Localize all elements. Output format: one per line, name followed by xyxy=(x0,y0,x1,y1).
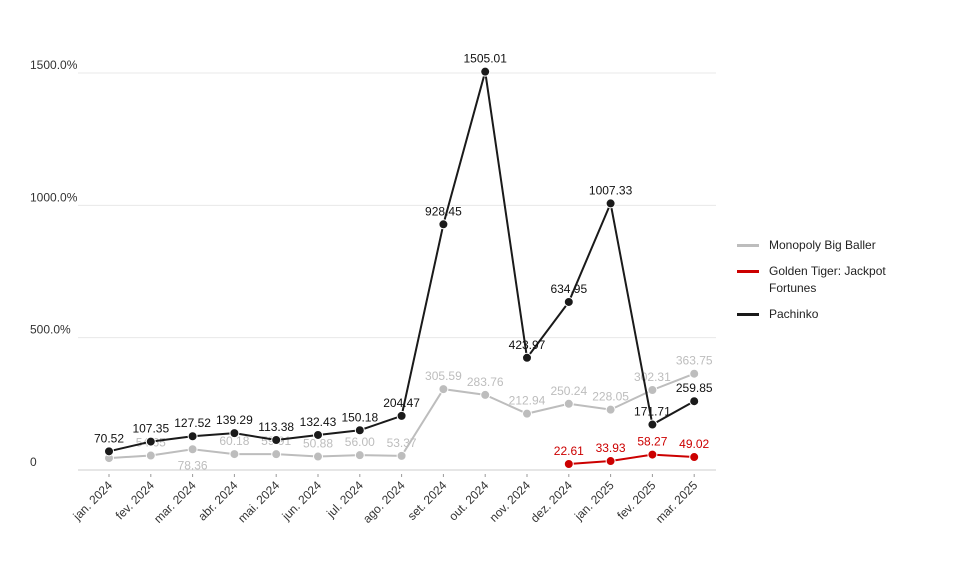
data-point[interactable] xyxy=(229,449,240,460)
data-label: 363.75 xyxy=(676,354,713,368)
data-label: 228.05 xyxy=(592,390,629,404)
data-point[interactable] xyxy=(689,396,700,407)
legend-swatch xyxy=(737,313,759,316)
data-label: 49.02 xyxy=(679,437,709,451)
data-label: 107.35 xyxy=(132,422,169,436)
legend-label: Monopoly Big Baller xyxy=(769,238,876,252)
data-point[interactable] xyxy=(313,429,323,440)
data-point[interactable] xyxy=(605,456,616,467)
x-tick-label: abr. 2024 xyxy=(195,478,241,524)
legend-label: Golden Tiger: Jackpot Fortunes xyxy=(769,264,886,295)
legend: Monopoly Big Baller Golden Tiger: Jackpot… xyxy=(737,237,907,332)
data-label: 204.47 xyxy=(383,396,420,410)
data-point[interactable] xyxy=(522,408,532,419)
x-tick-label: set. 2024 xyxy=(405,478,450,523)
legend-item[interactable]: Golden Tiger: Jackpot Fortunes xyxy=(737,263,907,297)
x-tick-label: jul. 2024 xyxy=(323,478,366,521)
data-label: 302.31 xyxy=(634,370,671,384)
data-label: 212.94 xyxy=(509,394,546,408)
data-label: 53.37 xyxy=(387,436,417,450)
y-tick-label: 0 xyxy=(30,455,37,469)
data-point[interactable] xyxy=(396,450,407,461)
data-label: 634.95 xyxy=(550,282,587,296)
data-point[interactable] xyxy=(563,398,574,409)
data-point[interactable] xyxy=(187,431,198,442)
series-line xyxy=(568,453,695,466)
data-point[interactable] xyxy=(438,384,449,395)
x-tick-label: nov. 2024 xyxy=(487,478,534,525)
data-point[interactable] xyxy=(605,404,616,415)
data-point[interactable] xyxy=(563,459,574,470)
legend-swatch xyxy=(737,270,759,273)
data-point[interactable] xyxy=(313,451,323,462)
legend-swatch xyxy=(737,244,759,247)
data-label: 56.00 xyxy=(345,435,375,449)
x-tick-label: jun. 2024 xyxy=(279,478,325,524)
data-label: 60.18 xyxy=(219,434,249,448)
data-point[interactable] xyxy=(396,410,407,421)
y-tick-label: 500.0% xyxy=(30,323,71,337)
x-tick-label: jan. 2024 xyxy=(70,478,116,524)
data-point[interactable] xyxy=(104,446,114,457)
data-label: 250.24 xyxy=(550,384,587,398)
x-tick-label: ago. 2024 xyxy=(360,478,408,526)
data-label: 259.85 xyxy=(676,381,713,395)
data-point[interactable] xyxy=(522,352,532,363)
data-point[interactable] xyxy=(145,436,156,447)
data-label: 305.59 xyxy=(425,369,462,383)
data-point[interactable] xyxy=(480,389,491,400)
data-point[interactable] xyxy=(271,434,282,445)
data-point[interactable] xyxy=(563,296,574,307)
data-label: 33.93 xyxy=(596,441,626,455)
data-label: 150.18 xyxy=(341,410,378,424)
x-tick-label: mar. 2024 xyxy=(151,478,199,526)
data-point[interactable] xyxy=(647,384,658,395)
data-label: 423.97 xyxy=(509,338,546,352)
data-label: 22.61 xyxy=(554,444,584,458)
legend-item[interactable]: Pachinko xyxy=(737,306,907,323)
data-point[interactable] xyxy=(647,449,658,460)
x-tick-label: mar. 2025 xyxy=(653,478,701,526)
data-label: 132.43 xyxy=(300,415,337,429)
data-point[interactable] xyxy=(187,444,198,455)
data-point[interactable] xyxy=(480,66,491,77)
data-point[interactable] xyxy=(354,450,365,461)
data-label: 70.52 xyxy=(94,431,124,445)
data-point[interactable] xyxy=(605,198,616,209)
x-tick-label: jan. 2025 xyxy=(571,478,617,524)
data-label: 283.76 xyxy=(467,375,504,389)
data-label: 171.71 xyxy=(634,405,671,419)
x-tick-label: out. 2024 xyxy=(446,478,492,524)
data-point[interactable] xyxy=(354,425,365,436)
y-tick-label: 1500.0% xyxy=(30,58,78,72)
x-tick-label: dez. 2024 xyxy=(528,478,575,525)
data-label: 1505.01 xyxy=(464,52,508,66)
data-point[interactable] xyxy=(689,452,700,463)
data-label: 58.27 xyxy=(637,435,667,449)
data-label: 50.88 xyxy=(303,437,333,451)
data-point[interactable] xyxy=(647,419,658,430)
legend-item[interactable]: Monopoly Big Baller xyxy=(737,237,907,254)
data-label: 1007.33 xyxy=(589,183,633,197)
legend-label: Pachinko xyxy=(769,307,819,321)
y-tick-label: 1000.0% xyxy=(30,190,78,204)
data-label: 928.45 xyxy=(425,204,462,218)
data-label: 139.29 xyxy=(216,413,253,427)
data-point[interactable] xyxy=(438,219,449,230)
data-label: 78.36 xyxy=(178,458,208,472)
data-point[interactable] xyxy=(689,368,700,379)
data-label: 127.52 xyxy=(174,416,211,430)
data-point[interactable] xyxy=(271,449,282,460)
data-point[interactable] xyxy=(229,428,240,439)
x-tick-label: mai. 2024 xyxy=(235,478,282,525)
data-point[interactable] xyxy=(145,450,156,461)
data-label: 113.38 xyxy=(258,420,294,434)
